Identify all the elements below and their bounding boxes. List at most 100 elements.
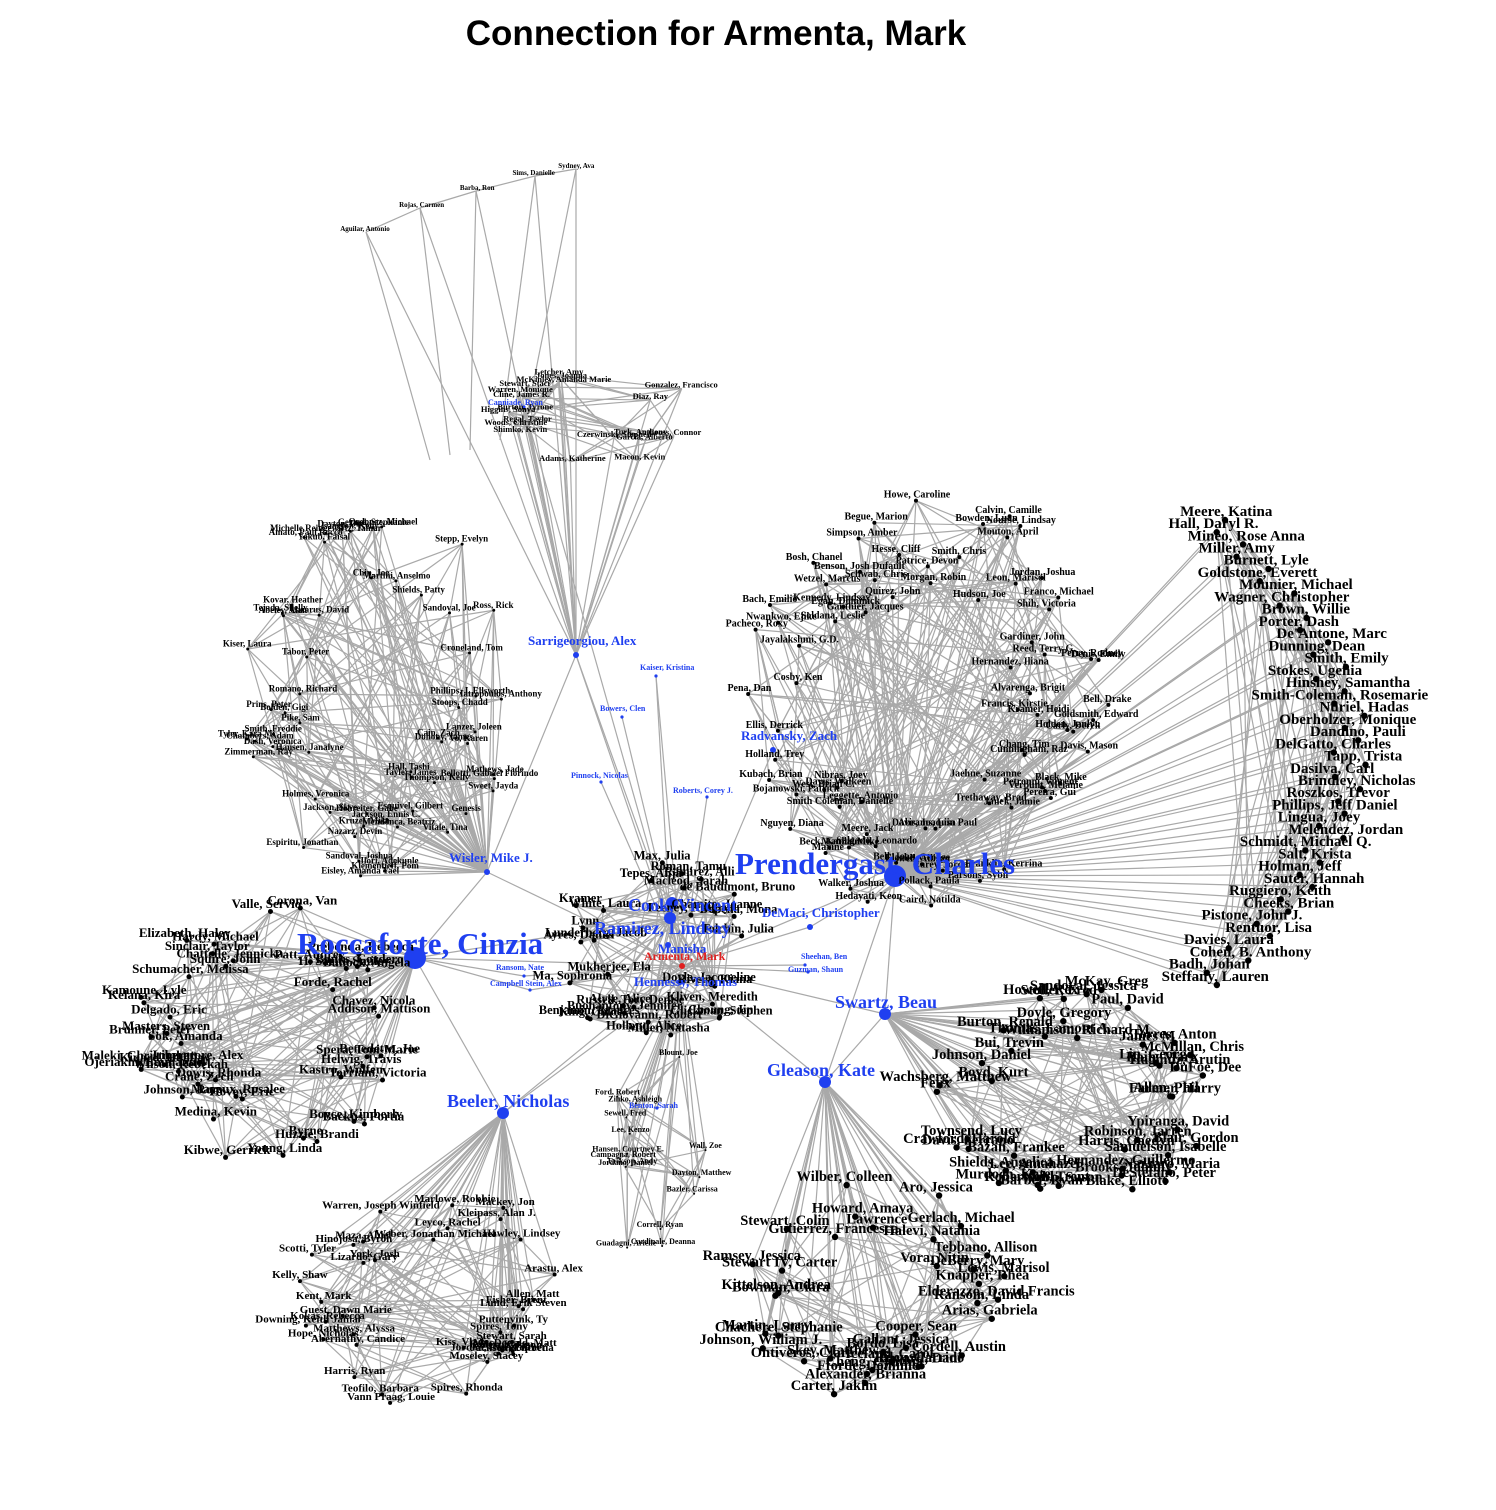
- person-node[interactable]: [1041, 1033, 1049, 1040]
- person-node[interactable]: [958, 1352, 965, 1359]
- person-node[interactable]: [823, 850, 828, 855]
- person-node[interactable]: [245, 737, 249, 741]
- hub-node-kaiser[interactable]: [654, 674, 658, 678]
- person-node[interactable]: [831, 1233, 839, 1241]
- person-node[interactable]: [902, 1344, 910, 1352]
- person-node[interactable]: [833, 619, 838, 624]
- person-node[interactable]: [624, 1165, 627, 1168]
- person-node[interactable]: [873, 844, 878, 849]
- person-node[interactable]: [1008, 1047, 1015, 1055]
- person-node[interactable]: [1256, 577, 1263, 585]
- person-node[interactable]: [1296, 626, 1304, 634]
- person-node[interactable]: [457, 706, 461, 710]
- person-node[interactable]: [1060, 1017, 1067, 1025]
- person-node[interactable]: [970, 1266, 977, 1273]
- person-node[interactable]: [580, 925, 586, 931]
- person-node[interactable]: [1042, 652, 1047, 657]
- person-node[interactable]: [1039, 576, 1044, 581]
- person-node[interactable]: [351, 1118, 357, 1124]
- person-node[interactable]: [1341, 688, 1348, 695]
- person-node[interactable]: [246, 647, 250, 651]
- hub-node-sheehan[interactable]: [803, 963, 807, 967]
- hub-node-ransom[interactable]: [522, 974, 526, 978]
- person-node[interactable]: [869, 1224, 877, 1231]
- person-node[interactable]: [935, 1192, 943, 1199]
- person-node[interactable]: [711, 908, 717, 914]
- person-node[interactable]: [518, 1237, 523, 1242]
- person-node[interactable]: [1098, 986, 1105, 994]
- person-node[interactable]: [1331, 700, 1338, 707]
- person-node[interactable]: [1018, 524, 1023, 529]
- person-node[interactable]: [409, 770, 413, 774]
- person-node[interactable]: [783, 1225, 791, 1233]
- person-node[interactable]: [567, 980, 573, 986]
- person-node[interactable]: [678, 1056, 681, 1059]
- person-node[interactable]: [648, 878, 654, 884]
- person-node[interactable]: [1029, 1169, 1036, 1176]
- person-node[interactable]: [767, 603, 772, 608]
- person-node[interactable]: [324, 531, 328, 535]
- person-node[interactable]: [1310, 651, 1317, 658]
- ego-node[interactable]: [679, 963, 685, 969]
- person-node[interactable]: [186, 974, 192, 980]
- person-node[interactable]: [338, 1074, 344, 1080]
- person-node[interactable]: [982, 777, 987, 782]
- person-node[interactable]: [436, 736, 440, 740]
- person-node[interactable]: [1091, 718, 1096, 723]
- person-node[interactable]: [323, 1319, 328, 1324]
- person-node[interactable]: [1245, 957, 1252, 964]
- hub-node-hennessy[interactable]: [677, 979, 683, 985]
- person-node[interactable]: [762, 1330, 769, 1337]
- person-node[interactable]: [1040, 785, 1045, 790]
- person-node[interactable]: [626, 1246, 629, 1249]
- person-node[interactable]: [800, 1358, 808, 1365]
- person-node[interactable]: [827, 1355, 834, 1362]
- person-node[interactable]: [698, 876, 704, 882]
- person-node[interactable]: [353, 835, 357, 839]
- person-node[interactable]: [531, 1298, 536, 1303]
- person-node[interactable]: [630, 1164, 633, 1167]
- person-node[interactable]: [302, 535, 306, 539]
- person-node[interactable]: [432, 781, 436, 785]
- person-node[interactable]: [1174, 1126, 1181, 1133]
- person-node[interactable]: [376, 1013, 382, 1019]
- person-node[interactable]: [1096, 657, 1101, 662]
- person-node[interactable]: [138, 1066, 144, 1072]
- person-node[interactable]: [1362, 761, 1369, 768]
- person-node[interactable]: [1002, 867, 1007, 872]
- person-node[interactable]: [1134, 1136, 1141, 1144]
- person-node[interactable]: [811, 560, 816, 565]
- person-node[interactable]: [446, 830, 450, 834]
- person-node[interactable]: [843, 1181, 850, 1189]
- person-node[interactable]: [1199, 1072, 1207, 1079]
- person-node[interactable]: [1193, 1142, 1200, 1150]
- hub-node-swartz[interactable]: [879, 1008, 891, 1020]
- person-node[interactable]: [1037, 1185, 1044, 1192]
- person-node[interactable]: [233, 1093, 239, 1099]
- person-node[interactable]: [953, 1144, 960, 1151]
- person-node[interactable]: [512, 1323, 517, 1328]
- person-node[interactable]: [618, 1157, 621, 1160]
- person-node[interactable]: [340, 527, 344, 531]
- person-node[interactable]: [510, 1349, 515, 1354]
- hub-node-bowers[interactable]: [620, 715, 624, 719]
- person-node[interactable]: [1089, 656, 1094, 661]
- person-node[interactable]: [317, 613, 321, 617]
- person-node[interactable]: [709, 1001, 715, 1007]
- person-node[interactable]: [314, 1138, 320, 1144]
- person-node[interactable]: [354, 963, 360, 969]
- person-node[interactable]: [987, 801, 992, 806]
- person-node[interactable]: [894, 860, 899, 865]
- person-node[interactable]: [1065, 727, 1070, 732]
- person-node[interactable]: [1302, 847, 1309, 854]
- person-node[interactable]: [841, 604, 846, 609]
- person-node[interactable]: [679, 871, 685, 877]
- person-node[interactable]: [824, 582, 829, 587]
- person-node[interactable]: [1005, 535, 1010, 540]
- person-node[interactable]: [698, 1176, 701, 1179]
- person-node[interactable]: [499, 697, 503, 701]
- person-node[interactable]: [1047, 607, 1052, 612]
- person-node[interactable]: [827, 601, 832, 606]
- hub-node-roberts[interactable]: [705, 795, 709, 799]
- person-node[interactable]: [643, 1030, 649, 1036]
